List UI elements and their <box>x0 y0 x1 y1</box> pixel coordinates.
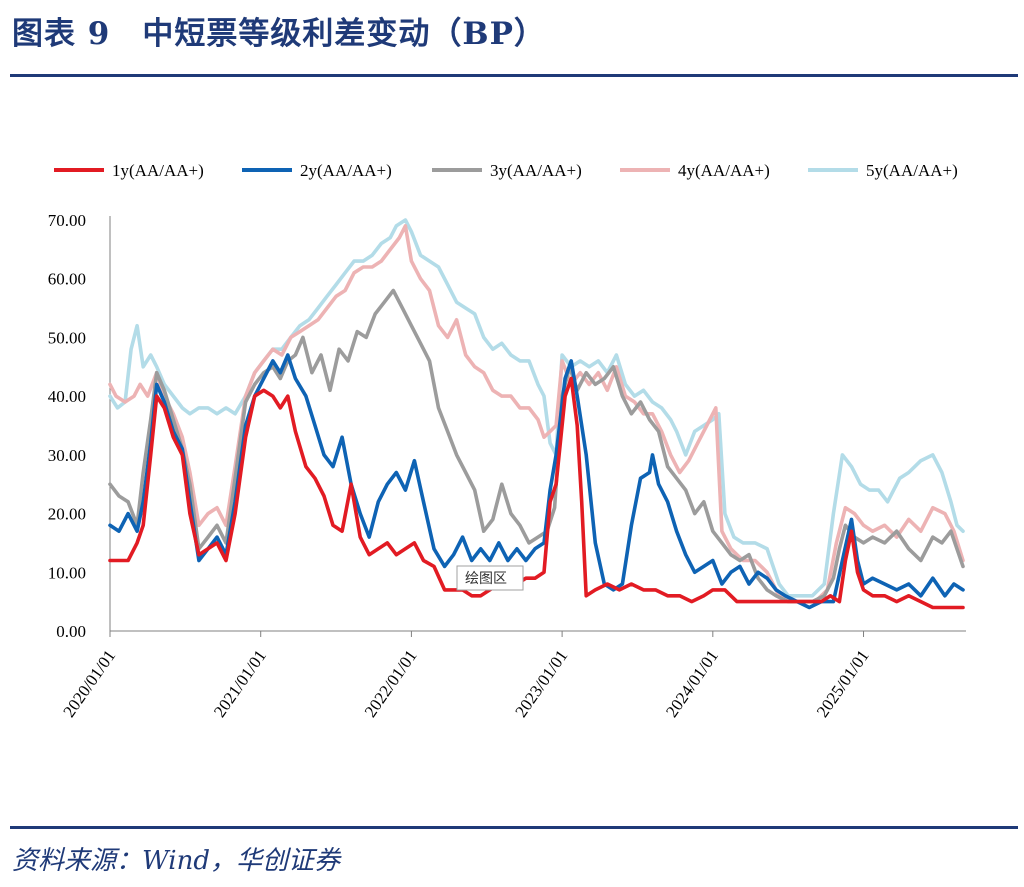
y-tick-label: 50.00 <box>48 328 86 347</box>
series-line-5y(AA/AA+) <box>108 218 965 598</box>
y-tick-label: 60.00 <box>48 270 86 289</box>
legend: 1y(AA/AA+) 2y(AA/AA+) 3y(AA/AA+) 4y(AA/AA+)… <box>54 161 958 180</box>
footer-divider <box>10 826 1018 829</box>
y-tick-label: 0.00 <box>56 622 86 641</box>
tooltip-box <box>456 565 524 591</box>
x-tick-label: 2025/01/01 <box>813 646 873 720</box>
legend-label: 5y(AA/AA+) <box>866 161 958 180</box>
x-axis: 2020/01/01 2021/01/01 2022/01/01 2023/01/01… <box>59 630 966 721</box>
x-tick-label: 2020/01/01 <box>59 646 119 720</box>
y-axis: 0.00 10.00 20.00 30.00 40.00 50.00 60.00 70.00 <box>48 211 111 641</box>
y-tick-label: 10.00 <box>48 563 86 582</box>
page-title: 图表 9 中短票等级利差变动（BP） <box>12 16 546 52</box>
tooltip-label: 绘图区 <box>465 571 507 587</box>
legend-label: 1y(AA/AA+) <box>112 161 204 180</box>
plot-area[interactable] <box>108 218 965 610</box>
y-tick-label: 40.00 <box>48 387 86 406</box>
plot-area-tooltip: 绘图区 <box>456 565 524 591</box>
legend-label: 2y(AA/AA+) <box>300 161 392 180</box>
title-divider <box>10 74 1018 77</box>
source-note: 资料来源：Wind，华创证券 <box>12 846 340 876</box>
series-line-4y(AA/AA+) <box>108 224 965 604</box>
legend-label: 3y(AA/AA+) <box>490 161 582 180</box>
y-tick-label: 20.00 <box>48 505 86 524</box>
x-tick-label: 2023/01/01 <box>511 646 571 720</box>
x-tick-label: 2021/01/01 <box>210 646 270 720</box>
y-tick-label: 30.00 <box>48 446 86 465</box>
x-tick-label: 2022/01/01 <box>361 646 421 720</box>
x-tick-label: 2024/01/01 <box>662 646 722 720</box>
y-tick-label: 70.00 <box>48 211 86 230</box>
legend-label: 4y(AA/AA+) <box>678 161 770 180</box>
